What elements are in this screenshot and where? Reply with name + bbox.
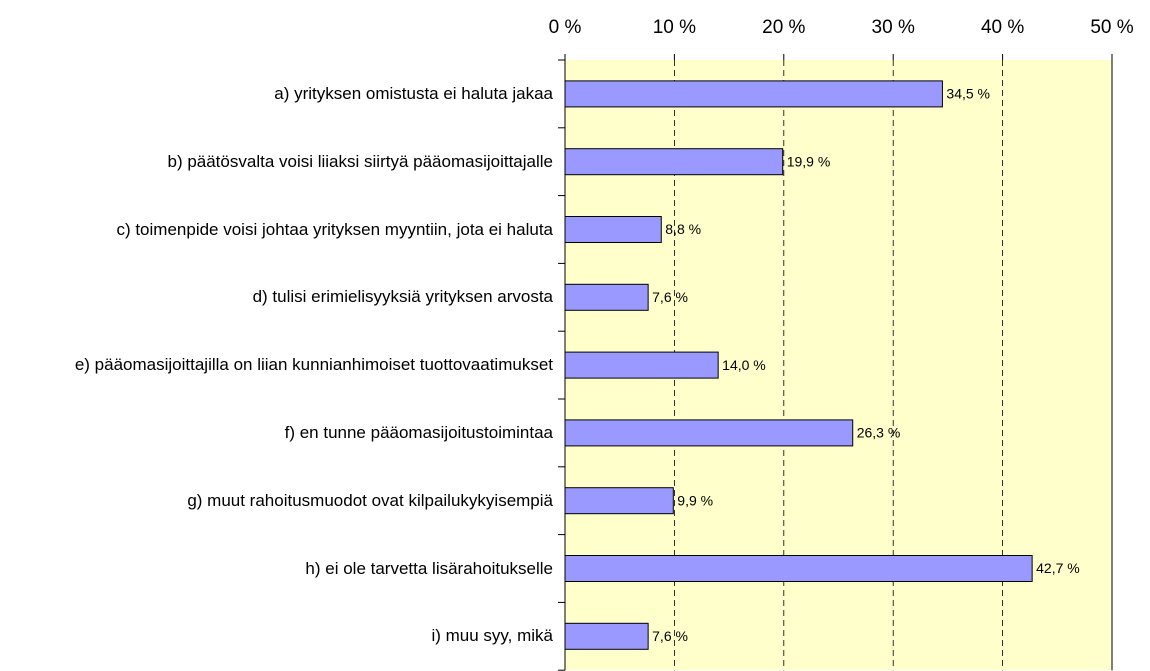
- value-label: 9,9 %: [677, 492, 713, 508]
- y-tick-label: a) yrityksen omistusta ei haluta jakaa: [274, 83, 553, 103]
- x-tick-label: 10 %: [653, 17, 696, 38]
- bar: [564, 622, 649, 650]
- y-tick-label: e) pääomasijoittajilla on liian kunnianh…: [74, 355, 553, 375]
- y-tick-label: h) ei ole tarvetta lisärahoitukselle: [305, 558, 553, 578]
- y-tick-label: c) toimenpide voisi johtaa yrityksen myy…: [116, 219, 553, 239]
- value-label: 8,8 %: [665, 221, 701, 237]
- value-label: 14,0 %: [722, 357, 766, 373]
- y-tick-label: g) muut rahoitusmuodot ovat kilpailukyky…: [187, 490, 553, 510]
- value-label: 26,3 %: [857, 425, 901, 441]
- bar: [564, 351, 719, 379]
- y-tick-label: b) päätösvalta voisi liiaksi siirtyä pää…: [167, 151, 553, 171]
- bar: [564, 148, 784, 176]
- x-tick-label: 0 %: [549, 17, 582, 38]
- x-tick-label: 50 %: [1090, 17, 1133, 38]
- value-label: 19,9 %: [787, 153, 831, 169]
- value-label: 7,6 %: [652, 289, 688, 305]
- bar: [564, 80, 943, 108]
- bar: [564, 283, 649, 311]
- x-tick-label: 20 %: [762, 17, 805, 38]
- value-label: 42,7 %: [1036, 560, 1080, 576]
- bar: [564, 419, 854, 447]
- x-tick-label: 40 %: [981, 17, 1024, 38]
- bar: [564, 216, 662, 243]
- y-tick-label: d) tulisi erimielisyyksiä yrityksen arvo…: [252, 287, 553, 307]
- bar: [564, 555, 1033, 582]
- bar: [564, 487, 674, 515]
- value-label: 7,6 %: [652, 628, 688, 644]
- y-tick-label: f) en tunne pääomasijoitustoimintaa: [284, 422, 553, 442]
- x-tick-label: 30 %: [872, 17, 915, 38]
- y-tick-label: i) muu syy, mikä: [431, 626, 553, 646]
- value-label: 34,5 %: [946, 86, 990, 102]
